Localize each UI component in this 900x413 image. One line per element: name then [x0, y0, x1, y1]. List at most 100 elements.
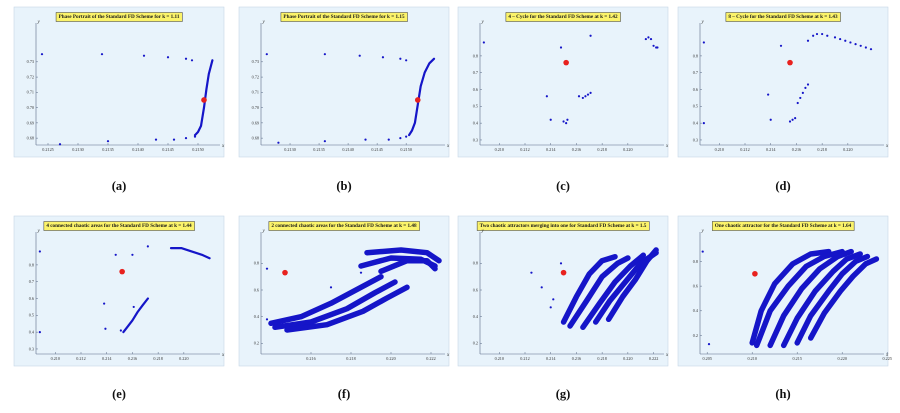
- x-tick-label: 0.214: [102, 356, 112, 361]
- x-tick-label: 0.212: [740, 147, 749, 152]
- y-tick-label: 0.72: [27, 74, 34, 79]
- chart-title-text: One chaotic attractor for the Standard F…: [715, 223, 852, 229]
- y-axis-label: y: [701, 20, 705, 25]
- x-axis-label: x: [221, 144, 225, 149]
- chart-panel-2: Phase Portrait of the Standard FD Scheme…: [238, 6, 450, 158]
- y-tick-label: 0.6: [473, 87, 478, 92]
- y-axis-label: y: [701, 229, 705, 234]
- attractor-curve: [272, 279, 398, 331]
- y-tick-label: 0.8: [254, 261, 259, 266]
- y-axis-label: y: [37, 20, 41, 25]
- data-point: [859, 44, 862, 47]
- attractor-curve: [580, 252, 647, 331]
- data-point: [562, 120, 565, 123]
- fixed-point-marker: [201, 97, 207, 103]
- data-point: [38, 331, 41, 334]
- title-box: [476, 221, 650, 231]
- x-tick-label: 0.216: [572, 356, 581, 361]
- data-point: [767, 93, 770, 96]
- x-tick-label: 0.222: [649, 356, 658, 361]
- y-tick-label: 0.2: [473, 341, 478, 346]
- x-tick-label: 0.2130: [72, 147, 84, 152]
- y-tick-label: 0.8: [693, 53, 698, 58]
- data-point: [559, 262, 563, 265]
- title-box: [725, 12, 841, 22]
- y-axis-label: y: [262, 20, 266, 25]
- data-point: [549, 306, 552, 309]
- data-point: [794, 117, 797, 120]
- y-axis-label: y: [481, 229, 485, 234]
- chart-title: Phase Portrait of the Standard FD Scheme…: [55, 12, 183, 22]
- y-tick-label: 0.2: [693, 333, 698, 338]
- subfigure-caption: (g): [556, 387, 571, 401]
- y-tick-label: 0.5: [29, 313, 34, 318]
- x-tick-label: 0.2150: [400, 147, 412, 152]
- x-tick-label: 0.220: [837, 356, 846, 361]
- x-tick-label: 0.2145: [162, 147, 174, 152]
- x-tick-label: 0.2145: [371, 147, 383, 152]
- data-point: [864, 46, 867, 49]
- y-tick-label: 0.4: [29, 330, 35, 335]
- x-tick-label: 0.2130: [284, 147, 296, 152]
- plot-background: [238, 215, 450, 367]
- data-point: [399, 137, 402, 140]
- x-tick-label: 0.216: [306, 356, 315, 361]
- data-point: [849, 41, 852, 44]
- chart-title: One chaotic attractor for the Standard F…: [712, 221, 855, 231]
- chart-title: Two chaotic attractors merging into one …: [476, 221, 650, 231]
- x-tick-label: 0.210: [715, 147, 724, 152]
- y-axis-label: y: [481, 20, 485, 25]
- data-point: [329, 286, 333, 289]
- attractor-curve: [169, 247, 211, 260]
- x-tick-label: 0.220: [623, 147, 632, 152]
- x-tick-label: 0.210: [495, 356, 504, 361]
- data-point: [38, 250, 41, 253]
- subfigure-caption: (e): [112, 387, 126, 401]
- y-axis-label: y: [262, 229, 266, 234]
- chart-panel-3: 4 – Cycle for the Standard FD Scheme at …: [457, 6, 669, 158]
- x-tick-label: 0.222: [426, 356, 435, 361]
- attractor-curve: [378, 257, 438, 275]
- x-axis-label: x: [885, 144, 889, 149]
- y-tick-label: 0.6: [693, 87, 698, 92]
- x-tick-label: 0.2125: [42, 147, 54, 152]
- x-tick-label: 0.225: [882, 356, 891, 361]
- y-tick-label: 0.7: [29, 279, 34, 284]
- x-tick-label: 0.218: [597, 356, 606, 361]
- y-tick-label: 0.6: [693, 284, 698, 289]
- title-box: [268, 221, 420, 231]
- data-point: [589, 34, 592, 37]
- x-axis-label: x: [665, 353, 669, 358]
- x-axis-label: x: [885, 353, 889, 358]
- data-point: [806, 83, 810, 86]
- data-point: [833, 36, 837, 39]
- y-tick-label: 0.69: [27, 120, 34, 125]
- data-point: [399, 57, 402, 60]
- y-tick-label: 0.71: [252, 90, 259, 95]
- data-point: [146, 245, 149, 248]
- data-point: [707, 343, 711, 346]
- x-tick-label: 0.214: [766, 147, 776, 152]
- x-tick-label: 0.212: [520, 147, 529, 152]
- plot-background: [457, 6, 669, 158]
- data-point: [589, 91, 592, 94]
- chart-title-text: 4 connected chaotic areas for the Standa…: [46, 223, 192, 229]
- y-tick-label: 0.5: [693, 104, 698, 109]
- data-point: [566, 118, 569, 121]
- x-tick-label: 0.216: [128, 356, 137, 361]
- data-point: [358, 54, 361, 57]
- data-point: [482, 41, 485, 44]
- subfigure-caption: (d): [775, 179, 790, 193]
- y-axis-label: y: [37, 229, 41, 234]
- x-tick-label: 0.218: [597, 147, 606, 152]
- y-tick-label: 0.8: [693, 259, 698, 264]
- x-tick-label: 0.218: [153, 356, 162, 361]
- chart-title: 4 connected chaotic areas for the Standa…: [43, 221, 195, 231]
- attractor-curve: [408, 57, 436, 137]
- x-axis-label: x: [446, 353, 450, 358]
- data-point: [184, 57, 188, 60]
- x-tick-label: 0.210: [51, 356, 60, 361]
- data-point: [58, 143, 62, 146]
- data-point: [540, 286, 543, 289]
- x-tick-label: 0.220: [843, 147, 852, 152]
